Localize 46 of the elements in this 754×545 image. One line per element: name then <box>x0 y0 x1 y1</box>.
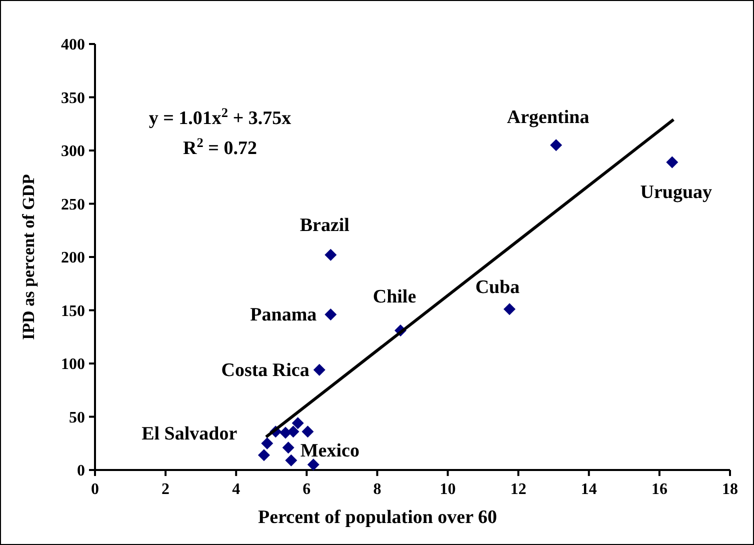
point <box>292 417 304 430</box>
point <box>324 308 337 321</box>
y-tick-label: 250 <box>61 196 85 214</box>
point <box>324 248 337 261</box>
annotation: Panama <box>250 304 318 326</box>
y-tick-label: 0 <box>77 462 85 480</box>
point <box>258 449 270 462</box>
y-tick-label: 400 <box>61 36 85 54</box>
point <box>307 458 320 471</box>
x-tick-label: 10 <box>440 481 456 498</box>
point <box>282 442 294 454</box>
point <box>302 426 314 438</box>
x-tick-label: 12 <box>510 481 526 498</box>
y-tick-label: 350 <box>61 90 85 107</box>
point <box>666 156 678 168</box>
annotation: R$^{2}$ = 0.72 <box>183 134 257 159</box>
x-tick-label: 6 <box>302 481 311 498</box>
annotation: Chile <box>372 286 416 308</box>
annotation: Cuba <box>475 277 520 298</box>
x-tick-label: 4 <box>232 481 240 498</box>
x-tick-label: 16 <box>651 481 668 498</box>
annotation: Mexico <box>300 440 360 462</box>
y-axis-title: IPD as percent of GDP <box>19 174 38 340</box>
y-tick-label: 100 <box>61 356 85 374</box>
point <box>504 303 516 316</box>
annotation: Costa Rica <box>221 360 310 381</box>
annotation: Brazil <box>300 214 350 236</box>
y-tick-label: 50 <box>69 409 85 426</box>
point <box>287 426 300 438</box>
point <box>261 437 274 450</box>
x-tick-label: 2 <box>162 481 170 498</box>
y-tick-label: 150 <box>61 302 85 320</box>
point <box>285 454 298 466</box>
x-tick-label: 14 <box>580 481 597 498</box>
x-tick-label: 8 <box>373 481 382 498</box>
annotation: El Salvador <box>142 423 238 444</box>
y-tick-label: 200 <box>61 250 85 267</box>
x-tick-label: 18 <box>722 481 738 498</box>
annotation: Uruguay <box>640 182 713 204</box>
annotation: y = 1.01x$^{2}$ + 3.75x <box>148 104 292 129</box>
x-tick-label: 0 <box>91 481 99 498</box>
y-tick-label: 300 <box>61 143 85 160</box>
annotation: Argentina <box>506 107 590 128</box>
x-axis-title: Percent of population over 60 <box>258 507 497 528</box>
point <box>313 364 326 376</box>
point <box>550 139 562 152</box>
